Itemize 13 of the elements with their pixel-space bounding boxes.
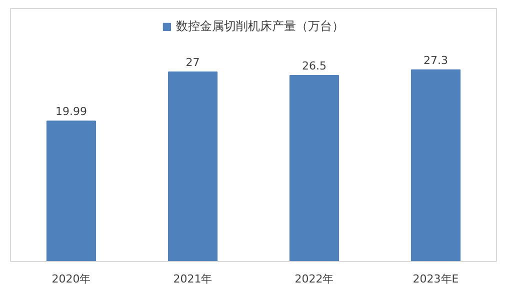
legend-label: 数控金属切削机床产量（万台）	[176, 18, 344, 35]
bar	[46, 120, 96, 262]
x-tick-label: 2020年	[52, 272, 91, 286]
bar	[289, 74, 340, 262]
data-label: 27.3	[424, 54, 448, 67]
data-label: 26.5	[302, 59, 327, 72]
data-label: 27	[186, 56, 200, 69]
x-tick-label: 2022年	[294, 272, 334, 286]
bar	[410, 69, 461, 262]
data-label: 19.99	[56, 105, 88, 118]
x-tick-label: 2021年	[173, 272, 212, 286]
x-tick-label: 2023年E	[412, 272, 459, 286]
bar	[168, 71, 218, 262]
